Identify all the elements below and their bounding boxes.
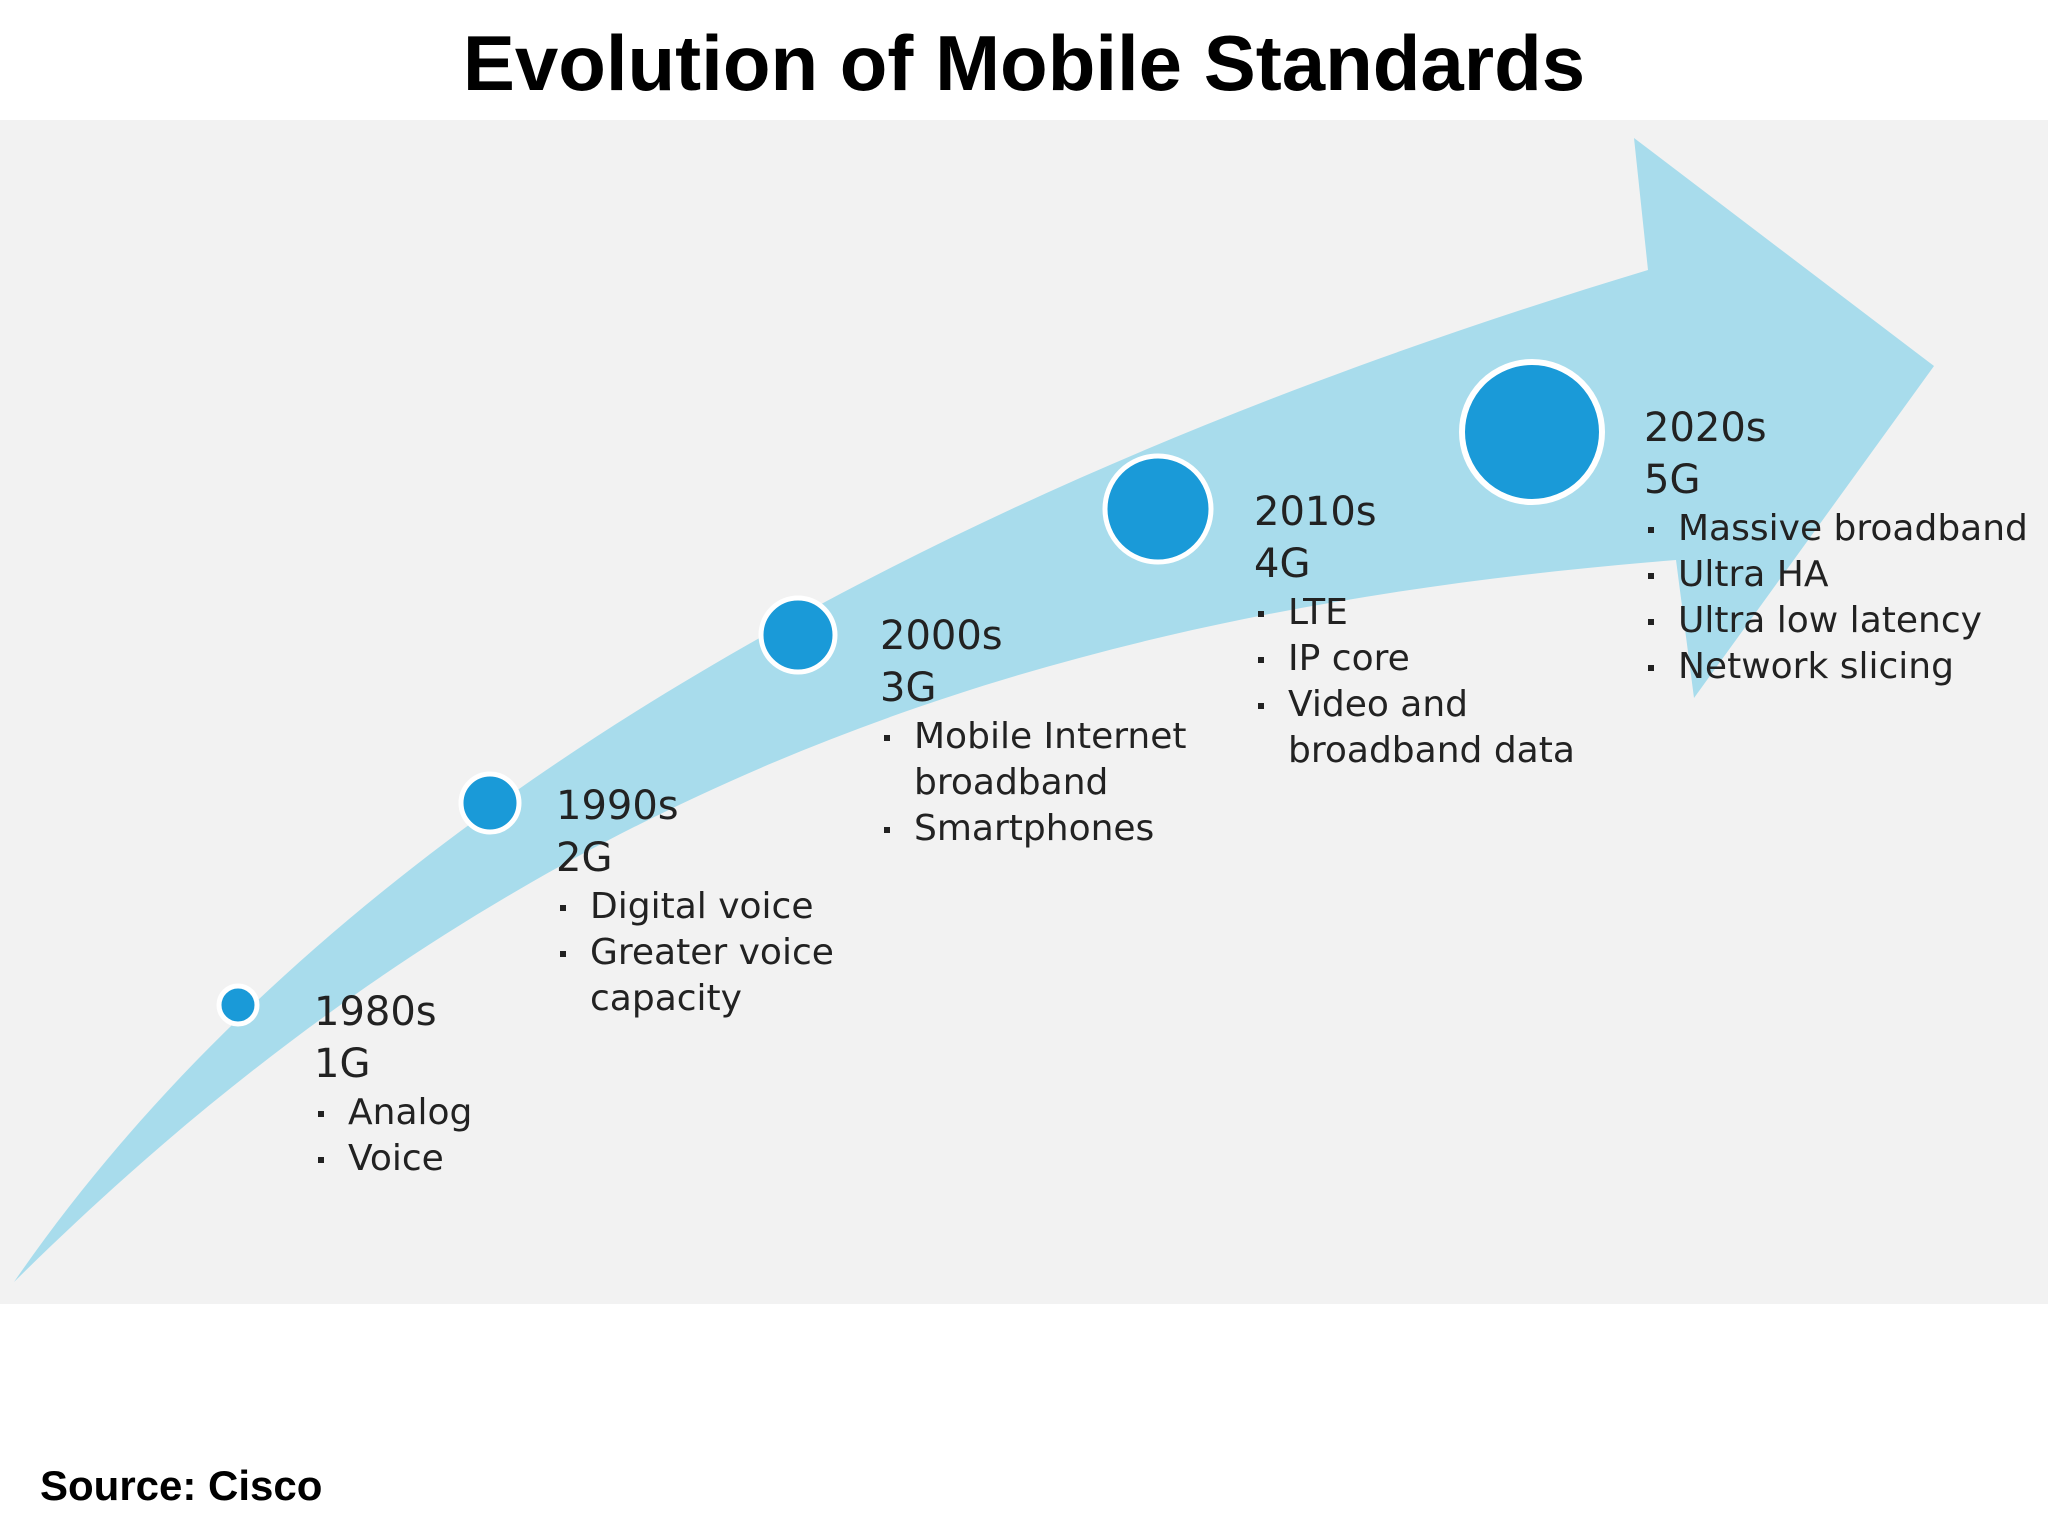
milestone-1g: 1980s 1G Analog Voice [314,986,472,1182]
milestone-node-2g [458,771,522,835]
milestone-generation: 4G [1254,541,1311,587]
feature-list: Digital voice Greater voice capacity [556,884,886,1022]
milestone-era: 2000s [880,613,1003,659]
milestone-node-1g [216,983,260,1027]
milestone-5g: 2020s 5G Massive broadband Ultra HA Ultr… [1644,402,2044,690]
milestone-node-3g [758,595,838,675]
milestone-node-4g [1102,453,1214,565]
milestone-generation: 1G [314,1041,371,1087]
milestone-era: 1980s [314,989,437,1035]
milestone-generation: 2G [556,835,613,881]
feature-item: Digital voice [556,884,886,930]
milestone-3g: 2000s 3G Mobile Internet broadband Smart… [880,610,1220,852]
feature-item: Video and broadband data [1254,682,1594,774]
feature-item: Ultra HA [1644,552,2044,598]
milestone-generation: 3G [880,665,937,711]
feature-list: Mobile Internet broadband Smartphones [880,714,1220,852]
source-note: Source: Cisco [40,1462,323,1509]
milestone-era: 1990s [556,783,679,829]
feature-list: Massive broadband Ultra HA Ultra low lat… [1644,506,2044,690]
feature-item: LTE [1254,590,1594,636]
evolution-arrow-graphic [14,138,1934,1282]
feature-item: Analog [314,1090,472,1136]
milestone-era: 2020s [1644,405,1767,451]
feature-item: Ultra low latency [1644,598,2044,644]
feature-item: Voice [314,1136,472,1182]
feature-list: LTE IP core Video and broadband data [1254,590,1594,774]
feature-item: Smartphones [880,806,1220,852]
milestone-generation: 5G [1644,457,1701,503]
milestone-2g: 1990s 2G Digital voice Greater voice cap… [556,780,886,1022]
milestone-4g: 2010s 4G LTE IP core Video and broadband… [1254,486,1594,774]
feature-item: IP core [1254,636,1594,682]
feature-item: Mobile Internet broadband [880,714,1220,806]
feature-item: Massive broadband [1644,506,2044,552]
milestone-era: 2010s [1254,489,1377,535]
milestone-node-5g [1459,359,1605,505]
feature-item: Network slicing [1644,644,2044,690]
page-title: Evolution of Mobile Standards [462,19,1586,107]
evolution-arrow [14,138,1934,1282]
diagram-panel: 1980s 1G Analog Voice 1990s 2G Digital v… [0,120,2048,1304]
feature-item: Greater voice capacity [556,930,886,1022]
feature-list: Analog Voice [314,1090,472,1182]
